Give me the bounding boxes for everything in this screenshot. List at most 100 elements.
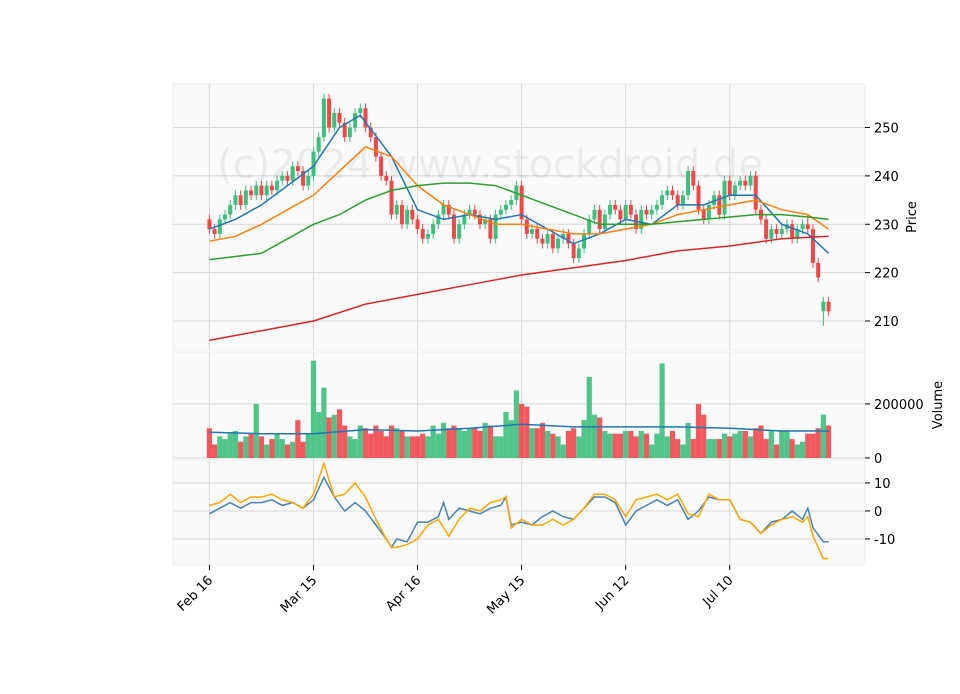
candle-body: [821, 301, 826, 312]
volume-bar: [607, 433, 613, 458]
volume-bar: [347, 436, 353, 458]
volume-bar: [232, 430, 239, 458]
volume-bar: [612, 433, 618, 458]
panel-background: [172, 83, 866, 351]
y-tick-label: 230: [874, 218, 899, 233]
candle-body: [613, 204, 618, 210]
candle-body: [212, 229, 217, 234]
candle-body: [379, 156, 384, 176]
volume-bar: [253, 403, 259, 458]
candle-body: [368, 127, 373, 138]
y-tick-label: 240: [874, 170, 899, 185]
candle-body: [805, 224, 810, 230]
volume-bar: [810, 433, 816, 458]
volume-bar: [706, 439, 712, 458]
candle-body: [582, 233, 587, 249]
volume-bar: [623, 430, 629, 458]
candle-body: [259, 185, 264, 196]
candle-body: [712, 195, 717, 205]
volume-bar: [581, 420, 587, 458]
candle-body: [753, 175, 758, 210]
candle-body: [602, 214, 607, 230]
y-axis-label: Price: [905, 201, 920, 233]
volume-bar: [805, 433, 811, 458]
candle-body: [556, 238, 561, 249]
candle-body: [405, 209, 410, 225]
x-tick-label: Apr 16: [383, 573, 424, 614]
volume-bar: [300, 441, 306, 458]
volume-bar: [425, 436, 431, 458]
volume-bar: [430, 425, 436, 458]
volume-bar: [742, 430, 748, 458]
candle-body: [332, 113, 337, 128]
volume-bar: [258, 436, 265, 458]
volume-bar: [487, 425, 493, 458]
candle-body: [654, 204, 659, 210]
candle-body: [670, 190, 675, 196]
candle-body: [623, 204, 628, 220]
candle-body: [826, 301, 831, 312]
candle-body: [483, 219, 488, 225]
volume-bar: [649, 444, 655, 458]
candle-body: [451, 214, 456, 239]
y-tick-label: 0: [874, 505, 882, 520]
volume-bar: [534, 428, 540, 458]
candle-body: [540, 238, 545, 244]
volume-bar: [446, 428, 452, 458]
candle-body: [462, 214, 467, 225]
volume-bar: [295, 420, 301, 458]
candle-body: [795, 229, 800, 239]
candle-body: [425, 233, 430, 239]
volume-bar: [815, 428, 821, 458]
volume-bar: [675, 439, 681, 458]
candle-body: [472, 209, 477, 215]
volume-bar: [732, 433, 738, 458]
volume-bar: [669, 430, 676, 458]
line-series: [209, 146, 830, 242]
y-axis-label: Volume: [931, 381, 946, 429]
candle-body: [748, 175, 753, 186]
volume-bar: [695, 403, 702, 458]
volume-bar: [519, 403, 525, 458]
candle-body: [301, 171, 306, 186]
candle-body: [358, 108, 363, 114]
line-series: [209, 235, 829, 342]
volume-bar: [373, 425, 379, 458]
candle-body: [550, 233, 555, 249]
candle-body: [509, 200, 514, 205]
candle-body: [415, 219, 420, 230]
x-tick-label: Jul 10: [700, 573, 737, 610]
candle-body: [243, 190, 248, 205]
candle-body: [295, 166, 300, 172]
candle-body: [389, 180, 394, 215]
candle-body: [394, 204, 399, 215]
candle-body: [764, 219, 769, 239]
x-tick-label: May 15: [484, 573, 528, 617]
candle-body: [290, 166, 295, 181]
volume-bar: [498, 436, 504, 458]
volume-bar: [638, 430, 644, 458]
candle-body: [410, 209, 415, 220]
volume-bar: [576, 436, 582, 458]
candle-body: [233, 195, 238, 205]
candle-body: [727, 180, 732, 196]
candle-body: [238, 195, 243, 205]
volume-bar: [820, 414, 826, 458]
x-tick-label: Feb 16: [175, 573, 217, 615]
candle-body: [420, 229, 425, 239]
candle-body: [306, 175, 311, 186]
candle-body: [566, 233, 571, 244]
volume-bar: [716, 439, 722, 458]
volume-bar: [336, 409, 343, 458]
volume-bar: [264, 444, 270, 458]
candle-body: [524, 219, 529, 234]
volume-bar: [721, 433, 728, 458]
volume-bar: [550, 433, 556, 458]
volume-bar: [753, 428, 759, 458]
candle-body: [665, 190, 670, 196]
watermark: (c)2024 www.stockdroid.de: [217, 142, 763, 188]
volume-bar: [243, 436, 249, 458]
candle-body: [280, 175, 285, 181]
volume-bar: [222, 439, 228, 458]
